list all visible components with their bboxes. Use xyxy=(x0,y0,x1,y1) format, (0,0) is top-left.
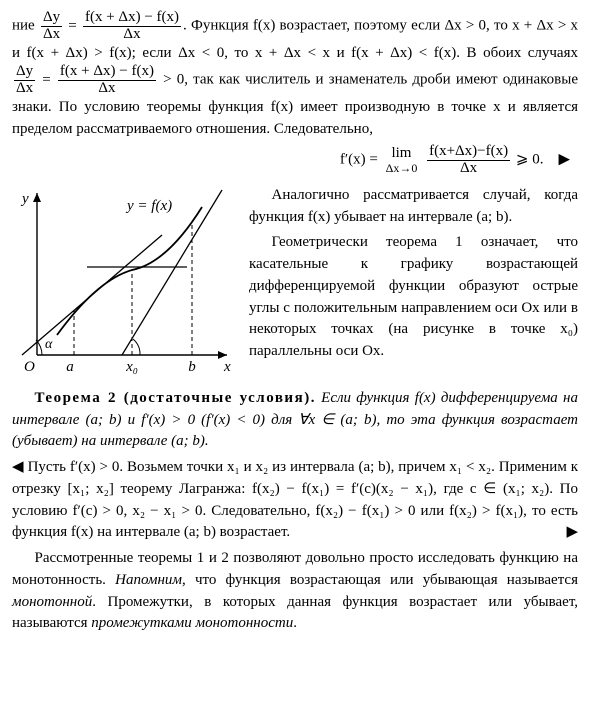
text: f′(x) = xyxy=(340,152,382,168)
fraction: ΔyΔx xyxy=(39,10,64,43)
theorem-2: Теорема 2 (достаточные условия). Если фу… xyxy=(12,388,578,453)
angle-alpha: α xyxy=(45,337,53,352)
text: = xyxy=(37,72,56,88)
proof-body: Пусть f′(x) > 0. Возьмем точки x₁ и x₂ и… xyxy=(12,459,578,540)
tick-b: b xyxy=(188,359,196,375)
term-monotonicity-intervals: промежутками монотонности xyxy=(91,615,293,631)
tick-a: a xyxy=(66,359,74,375)
paragraph-1: ние ΔyΔx = f(x + Δx) − f(x)Δx. Функция f… xyxy=(12,10,578,140)
text-italic: Напомним xyxy=(115,572,182,588)
fraction: f(x + Δx) − f(x)Δx xyxy=(56,64,158,97)
text: ние xyxy=(12,18,39,34)
axis-y-label: y xyxy=(20,191,29,207)
paragraph-last: Рассмотренные теоремы 1 и 2 позволяют до… xyxy=(12,548,578,635)
text: . xyxy=(293,615,297,631)
fraction: ΔyΔx xyxy=(12,64,37,97)
axis-x-label: x xyxy=(223,359,231,375)
text: = xyxy=(64,18,81,34)
theorem-head: Теорема 2 (достаточные условия). xyxy=(35,390,316,406)
fraction: f(x + Δx) − f(x)Δx xyxy=(81,10,183,43)
limit: limΔx→0 xyxy=(382,146,422,174)
proof-close-mark: ▶ xyxy=(566,522,578,544)
text: , что функция возрастающая или убывающая… xyxy=(182,572,578,588)
tick-x0: x₀ xyxy=(125,359,138,375)
term-monotone: монотонной xyxy=(12,594,92,610)
text: ⩾ 0. xyxy=(512,152,543,168)
curve-label: y = f(x) xyxy=(125,198,172,214)
display-equation: f′(x) = limΔx→0 f(x+Δx)−f(x)Δx ⩾ 0. ▶ xyxy=(12,144,578,177)
fraction: f(x+Δx)−f(x)Δx xyxy=(425,144,512,177)
qed-mark: ▶ xyxy=(558,152,570,168)
origin-label: O xyxy=(24,359,35,375)
proof-open-mark: ◀ xyxy=(12,459,24,475)
figure-derivative-sign: y x O a x₀ b α y = f(x) xyxy=(12,185,237,380)
proof-theorem-2: ◀ Пусть f′(x) > 0. Возьмем точки x₁ и x₂… xyxy=(12,457,578,544)
